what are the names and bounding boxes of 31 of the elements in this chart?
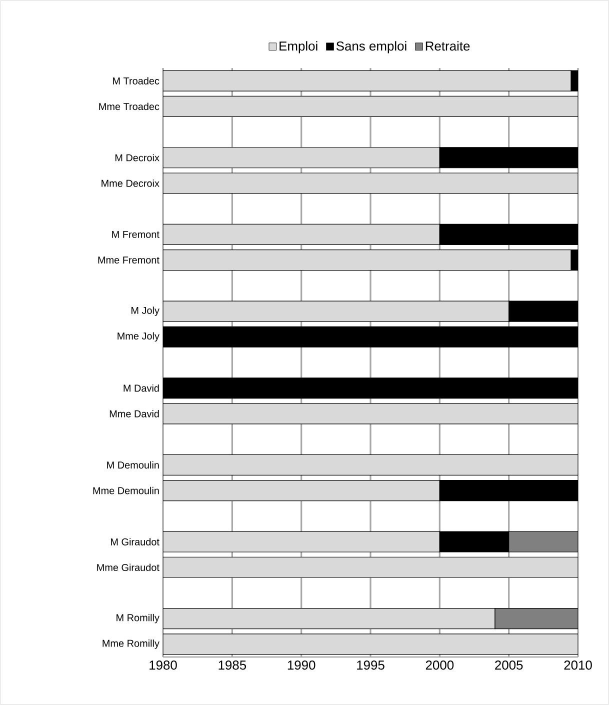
y-tick-label: M Troadec bbox=[113, 77, 160, 84]
y-tick-label: Mme Demoulin bbox=[93, 486, 159, 494]
x-tick-label: 2010 bbox=[564, 660, 592, 670]
bar bbox=[163, 634, 578, 655]
bar bbox=[163, 454, 578, 476]
y-tick-label: M David bbox=[124, 384, 159, 392]
y-tick-label: Mme Joly bbox=[118, 332, 160, 342]
y-tick-label: Mme Decroix bbox=[102, 180, 160, 187]
x-tick-label: 1995 bbox=[357, 660, 384, 670]
y-tick-label: Mme Romilly bbox=[102, 640, 160, 649]
legend-label: Sans emploi bbox=[336, 41, 406, 54]
y-tick-label: M Demoulin bbox=[107, 461, 159, 469]
legend-label: Emploi bbox=[280, 41, 318, 54]
y-tick-label: Mme Troadec bbox=[99, 102, 160, 110]
y-tick-label: M Romilly bbox=[116, 614, 160, 624]
bar bbox=[163, 326, 578, 348]
y-tick-label: Mme David bbox=[110, 410, 159, 418]
x-tick-label: 2005 bbox=[495, 660, 523, 670]
x-tick-label: 2000 bbox=[426, 660, 454, 670]
legend-label: Retraite bbox=[426, 41, 470, 51]
x-tick-label: 1980 bbox=[150, 660, 177, 670]
y-tick-label: M Joly bbox=[132, 306, 160, 316]
x-tick-label: 1990 bbox=[288, 660, 316, 670]
y-tick-label: Mme Fremont bbox=[98, 256, 160, 264]
y-tick-label: Mme Giraudot bbox=[97, 564, 160, 572]
y-tick-label: M Decroix bbox=[115, 154, 160, 162]
y-tick-label: M Fremont bbox=[112, 230, 160, 238]
bar bbox=[163, 378, 578, 399]
bar bbox=[163, 172, 578, 194]
x-tick-label: 1985 bbox=[218, 660, 246, 670]
y-tick-label: M Giraudot bbox=[111, 538, 160, 546]
